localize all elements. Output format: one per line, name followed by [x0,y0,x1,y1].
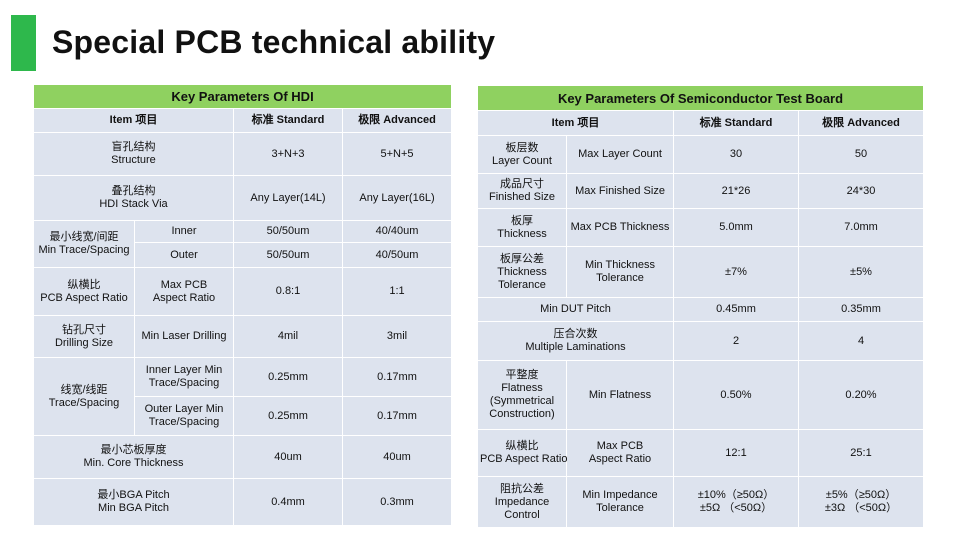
advanced-value: 0.17mm [341,396,453,436]
standard-value: 50/50um [233,242,343,268]
table-row: 平整度 Flatness (Symmetrical Construction) Min… [477,360,924,430]
row-label: 平整度 Flatness (Symmetrical Construction) [477,360,567,430]
advanced-value: ±5% [798,246,924,298]
table-row: 线宽/线距 Trace/Spacing Inner Layer Min Trace/… [33,357,453,436]
sub-label: Inner [134,220,234,243]
standard-value: Any Layer(14L) [233,175,343,221]
sub-label: Max PCB Aspect Ratio [134,267,234,316]
advanced-value: 50 [798,135,924,174]
semiconductor-table: Key Parameters Of Semiconductor Test Boa… [477,85,924,528]
table-row: 板层数 Layer Count Max Layer Count 30 50 [477,135,924,174]
standard-value: 3+N+3 [233,132,343,176]
standard-value: 0.4mm [233,478,343,526]
table-row: 盲孔结构 Structure 3+N+3 5+N+5 [33,132,453,176]
hdi-col-advanced: 极限 Advanced [341,108,453,133]
advanced-value: 40/50um [341,242,453,268]
row-label: 钻孔尺寸 Drilling Size [33,315,135,358]
advanced-value: 25:1 [798,429,924,477]
advanced-value: 40um [341,435,453,479]
table-row: 钻孔尺寸 Drilling Size Min Laser Drilling 4mi… [33,315,453,358]
row-label: 压合次数 Multiple Laminations [477,321,674,361]
hdi-table: Key Parameters Of HDI Item 项目 标准 Standar… [32,84,453,526]
row-label: 最小芯板厚度 Min. Core Thickness [33,435,234,479]
semi-header: Key Parameters Of Semiconductor Test Boa… [477,85,924,111]
row-label: 叠孔结构 HDI Stack Via [33,175,234,221]
standard-value: 12:1 [673,429,799,477]
standard-value: ±7% [673,246,799,298]
advanced-value: 0.17mm [341,357,453,397]
sub-label: Min Flatness [566,360,674,430]
advanced-value: 1:1 [341,267,453,316]
advanced-value: 0.20% [798,360,924,430]
row-label: 成品尺寸 Finished Size [477,173,567,209]
advanced-value: ±5%（≥50Ω） ±3Ω （<50Ω） [798,476,924,528]
standard-value: 0.45mm [673,297,799,322]
sub-label: Outer [134,242,234,268]
sub-label: Min Laser Drilling [134,315,234,358]
sub-label: Max PCB Thickness [566,208,674,247]
standard-value: 0.8:1 [233,267,343,316]
row-label: Min DUT Pitch [477,297,674,322]
row-label: 盲孔结构 Structure [33,132,234,176]
table-row: Outer 50/50um 40/50um [34,242,453,268]
sub-label: Min Impedance Tolerance [566,476,674,528]
standard-value: 5.0mm [673,208,799,247]
row-label: 线宽/线距 Trace/Spacing [33,357,135,436]
row-label: 板层数 Layer Count [477,135,567,174]
advanced-value: 0.35mm [798,297,924,322]
table-row: 纵横比 PCB Aspect Ratio Max PCB Aspect Ratio … [477,429,924,477]
accent-bar [11,15,36,71]
standard-value: 2 [673,321,799,361]
semi-col-advanced: 极限 Advanced [798,110,924,136]
table-row: 阻抗公差 Impedance Control Min Impedance Tolera… [477,476,924,528]
advanced-value: 5+N+5 [341,132,453,176]
row-label: 板厚 Thickness [477,208,567,247]
hdi-col-standard: 标准 Standard [233,108,343,133]
sub-label: Min Thickness Tolerance [566,246,674,298]
semi-col-standard: 标准 Standard [673,110,799,136]
sub-label: Outer Layer Min Trace/Spacing [134,396,234,436]
row-label: 最小BGA Pitch Min BGA Pitch [33,478,234,526]
standard-value: 40um [233,435,343,479]
hdi-col-item: Item 项目 [33,108,234,133]
table-row: 成品尺寸 Finished Size Max Finished Size 21*2… [477,173,924,209]
standard-value: 0.25mm [233,357,343,397]
row-label: 阻抗公差 Impedance Control [477,476,567,528]
page-title: Special PCB technical ability [52,24,496,60]
row-label: 纵横比 PCB Aspect Ratio [33,267,135,316]
standard-value: ±10%（≥50Ω） ±5Ω （<50Ω） [673,476,799,528]
table-row: 板厚 Thickness Max PCB Thickness 5.0mm 7.0m… [477,208,924,247]
table-row: 叠孔结构 HDI Stack Via Any Layer(14L) Any Lay… [33,175,453,221]
table-row: 最小线宽/间距 Min Trace/Spacing Inner 50/50um 4… [33,220,453,268]
sub-label: Max Layer Count [566,135,674,174]
row-label: 纵横比 PCB Aspect Ratio [477,429,567,477]
table-row: 板厚公差 Thickness Tolerance Min Thickness Tole… [477,246,924,298]
advanced-value: 40/40um [341,220,453,243]
row-label: 最小线宽/间距 Min Trace/Spacing [33,220,135,268]
table-row: Outer Layer Min Trace/Spacing 0.25mm 0.17… [34,396,453,436]
standard-value: 30 [673,135,799,174]
sub-label: Max Finished Size [566,173,674,209]
standard-value: 4mil [233,315,343,358]
advanced-value: 4 [798,321,924,361]
table-row: 压合次数 Multiple Laminations 2 4 [477,321,924,361]
table-row: 纵横比 PCB Aspect Ratio Max PCB Aspect Ratio … [33,267,453,316]
advanced-value: Any Layer(16L) [341,175,453,221]
table-row: 最小BGA Pitch Min BGA Pitch 0.4mm 0.3mm [33,478,453,526]
advanced-value: 3mil [341,315,453,358]
standard-value: 21*26 [673,173,799,209]
sub-label: Max PCB Aspect Ratio [566,429,674,477]
standard-value: 0.25mm [233,396,343,436]
sub-label: Inner Layer Min Trace/Spacing [134,357,234,397]
semi-col-item: Item 项目 [477,110,674,136]
standard-value: 50/50um [233,220,343,243]
table-row: 最小芯板厚度 Min. Core Thickness 40um 40um [33,435,453,479]
advanced-value: 0.3mm [341,478,453,526]
standard-value: 0.50% [673,360,799,430]
advanced-value: 24*30 [798,173,924,209]
row-label: 板厚公差 Thickness Tolerance [477,246,567,298]
advanced-value: 7.0mm [798,208,924,247]
table-row: Min DUT Pitch 0.45mm 0.35mm [477,297,924,322]
hdi-header: Key Parameters Of HDI [32,84,453,109]
